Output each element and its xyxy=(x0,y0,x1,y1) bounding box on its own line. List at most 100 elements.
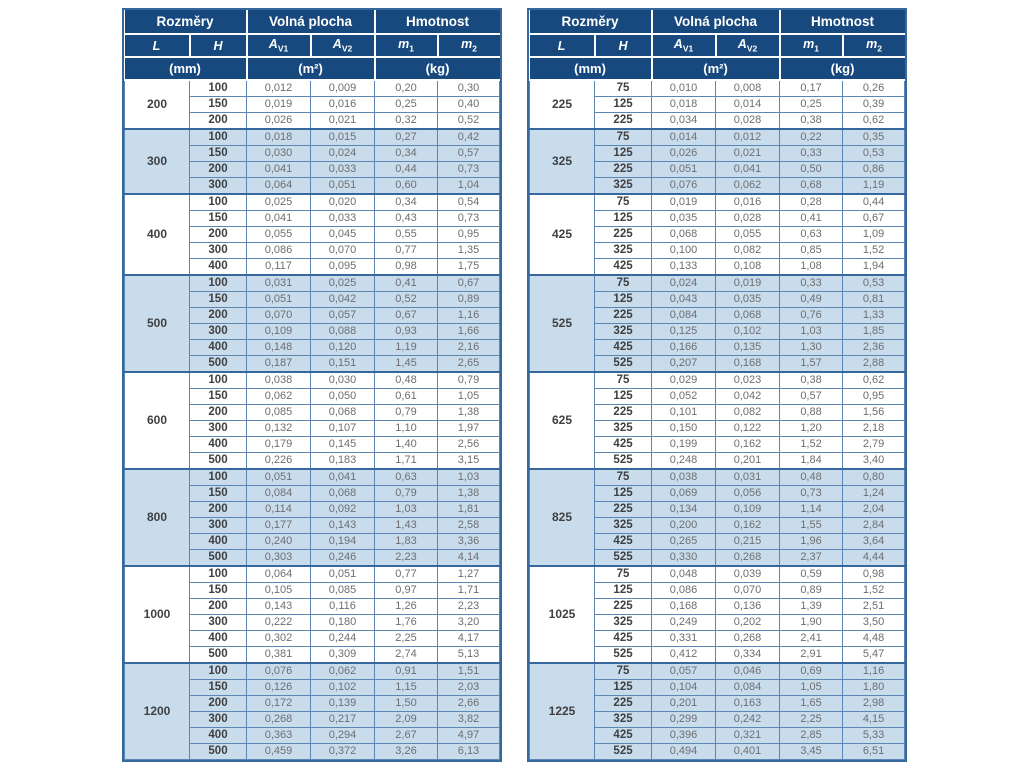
value-cell: 0,055 xyxy=(715,226,781,243)
h-cell: 425 xyxy=(594,533,653,550)
value-cell: 0,91 xyxy=(374,662,439,680)
table-row: 425 0,265 0,215 1,96 3,64 xyxy=(530,533,906,550)
table-row: 1000 100 0,064 0,051 0,77 1,27 xyxy=(124,565,501,664)
value-cell: 0,268 xyxy=(715,549,781,567)
header-group-0: Rozměry xyxy=(529,10,653,35)
value-cell: 0,41 xyxy=(779,210,844,227)
value-cell: 0,67 xyxy=(842,210,906,227)
value-cell: 1,35 xyxy=(437,242,501,259)
h-cell: 500 xyxy=(189,549,247,567)
value-cell: 0,056 xyxy=(715,485,781,502)
spec-table-left: Rozměry Volná plocha Hmotnost L H AV1 AV2 m1 m2(… xyxy=(124,10,501,760)
value-cell: 0,168 xyxy=(715,355,781,373)
table-row: 800 100 0,051 0,041 0,63 1,03 xyxy=(124,468,501,567)
value-cell: 0,168 xyxy=(651,598,717,615)
value-cell: 0,85 xyxy=(779,242,844,259)
value-cell: 0,79 xyxy=(374,485,439,502)
header-col-5: m2 xyxy=(436,33,500,58)
h-cell: 525 xyxy=(594,452,653,470)
value-cell: 0,40 xyxy=(437,96,501,113)
value-cell: 0,046 xyxy=(715,662,781,680)
table-row: 500 0,303 0,246 2,23 4,14 xyxy=(125,549,501,567)
table-row: 325 0,200 0,162 1,55 2,84 xyxy=(530,517,906,534)
value-cell: 0,041 xyxy=(715,161,781,178)
h-cell: 150 xyxy=(189,582,247,599)
value-cell: 0,77 xyxy=(374,242,439,259)
h-cell: 425 xyxy=(594,727,653,744)
value-cell: 0,67 xyxy=(374,307,439,324)
value-cell: 0,28 xyxy=(779,193,844,211)
value-cell: 0,79 xyxy=(437,371,501,389)
value-cell: 0,179 xyxy=(246,436,311,453)
value-cell: 1,10 xyxy=(374,420,439,437)
value-cell: 0,145 xyxy=(309,436,376,453)
h-cell: 150 xyxy=(189,145,247,162)
value-cell: 0,57 xyxy=(779,388,844,405)
h-cell: 300 xyxy=(189,614,247,631)
h-cell: 425 xyxy=(594,258,653,276)
table-row: 500 100 0,031 0,025 0,41 0,67 xyxy=(124,274,501,373)
table-row: 525 0,412 0,334 2,91 5,47 xyxy=(530,646,906,664)
value-cell: 0,77 xyxy=(374,565,439,583)
value-cell: 2,18 xyxy=(842,420,906,437)
value-cell: 2,37 xyxy=(779,549,844,567)
header-col-symbol: L xyxy=(152,38,161,53)
value-cell: 0,019 xyxy=(715,274,781,292)
value-cell: 0,041 xyxy=(246,161,311,178)
value-cell: 0,97 xyxy=(374,582,439,599)
value-cell: 0,294 xyxy=(309,727,376,744)
h-cell: 400 xyxy=(189,436,247,453)
table-row: 225 0,101 0,082 0,88 1,56 xyxy=(530,404,906,421)
value-cell: 1,08 xyxy=(779,258,844,276)
table-row: 425 0,133 0,108 1,08 1,94 xyxy=(530,258,906,276)
value-cell: 0,50 xyxy=(779,161,844,178)
h-cell: 425 xyxy=(594,630,653,647)
l-cell: 325 xyxy=(529,128,596,195)
header-col-subscript: V2 xyxy=(746,43,758,54)
header-col-0: L xyxy=(529,33,596,58)
h-cell: 400 xyxy=(189,727,247,744)
h-cell: 200 xyxy=(189,695,247,712)
header-col-subscript: 1 xyxy=(409,43,414,54)
value-cell: 0,303 xyxy=(246,549,311,567)
value-cell: 0,68 xyxy=(779,177,844,195)
value-cell: 0,014 xyxy=(715,96,781,113)
value-cell: 1,19 xyxy=(374,339,439,356)
value-cell: 0,028 xyxy=(715,112,781,130)
table-row: 400 0,363 0,294 2,67 4,97 xyxy=(125,727,501,744)
table-row: 150 0,062 0,050 0,61 1,05 xyxy=(125,388,501,405)
value-cell: 0,024 xyxy=(309,145,376,162)
l-cell: 225 xyxy=(529,79,596,130)
table-row: 225 0,068 0,055 0,63 1,09 xyxy=(530,226,906,243)
value-cell: 0,55 xyxy=(374,226,439,243)
value-cell: 0,035 xyxy=(651,210,717,227)
value-cell: 0,015 xyxy=(309,128,376,146)
value-cell: 0,32 xyxy=(374,112,439,130)
value-cell: 2,58 xyxy=(437,517,501,534)
value-cell: 0,055 xyxy=(246,226,311,243)
h-cell: 75 xyxy=(594,662,653,680)
h-cell: 125 xyxy=(594,145,653,162)
value-cell: 2,91 xyxy=(779,646,844,664)
h-cell: 75 xyxy=(594,565,653,583)
table-row: 300 0,086 0,070 0,77 1,35 xyxy=(125,242,501,259)
value-cell: 0,009 xyxy=(309,79,376,97)
h-cell: 150 xyxy=(189,485,247,502)
value-cell: 0,268 xyxy=(246,711,311,728)
value-cell: 0,031 xyxy=(715,468,781,486)
table-row: 225 0,034 0,028 0,38 0,62 xyxy=(530,112,906,130)
table-row: 500 0,381 0,309 2,74 5,13 xyxy=(125,646,501,664)
value-cell: 1,71 xyxy=(437,582,501,599)
h-cell: 75 xyxy=(594,193,653,211)
value-cell: 0,057 xyxy=(309,307,376,324)
header-col-4: m1 xyxy=(373,33,439,58)
header-col-symbol: A xyxy=(737,37,747,52)
value-cell: 0,162 xyxy=(715,517,781,534)
table-row: 150 0,084 0,068 0,79 1,38 xyxy=(125,485,501,502)
value-cell: 0,199 xyxy=(651,436,717,453)
table-header: Rozměry Volná plocha Hmotnost L H AV1 AV2 m1 m2(… xyxy=(529,10,905,81)
value-cell: 0,59 xyxy=(779,565,844,583)
value-cell: 0,051 xyxy=(309,565,376,583)
table-row: 425 75 0,019 0,016 0,28 0,44 xyxy=(529,193,906,276)
table-body: 200 100 0,012 0,009 0,20 0,30 150 0,019 0,016 0,2… xyxy=(124,79,501,760)
